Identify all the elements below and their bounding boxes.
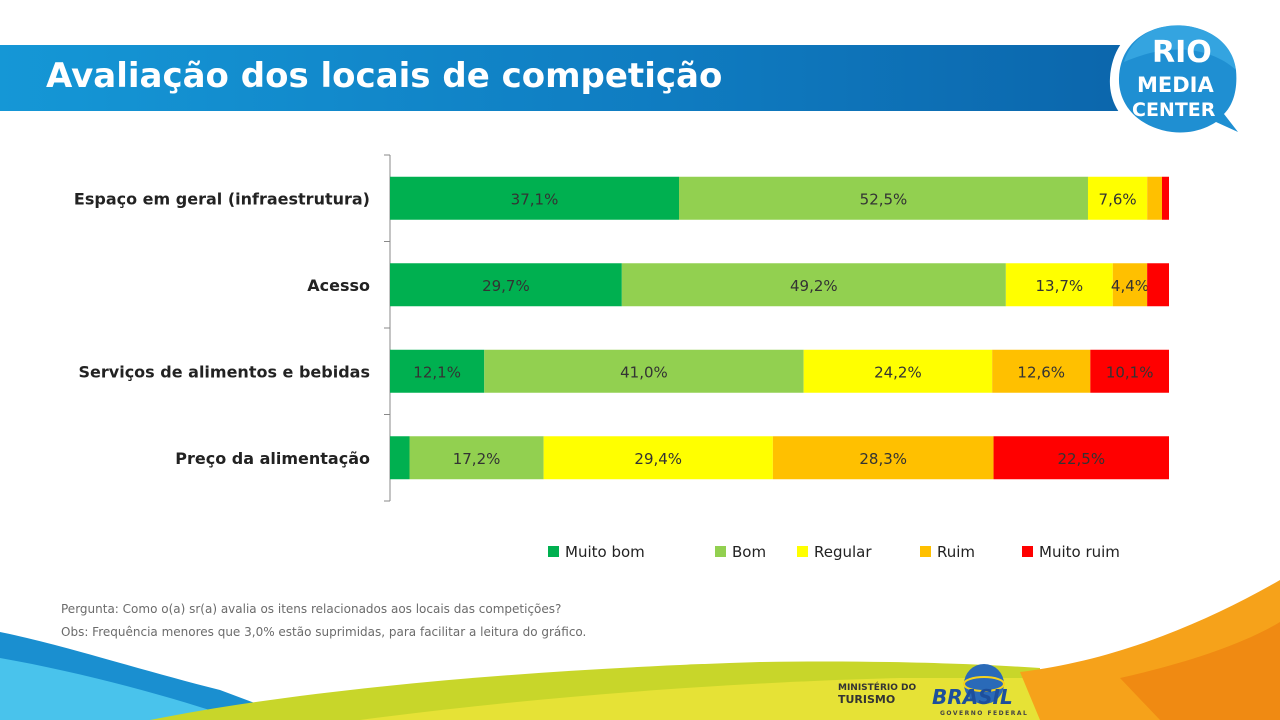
data-label: 10,1% — [1106, 363, 1154, 381]
bar-segment — [803, 349, 993, 393]
data-label: 13,7% — [1036, 277, 1084, 295]
chart-notes: Pergunta: Como o(a) sr(a) avalia os iten… — [61, 598, 586, 644]
data-label: 7,6% — [1099, 190, 1137, 208]
slide-title: Avaliação dos locais de competição — [46, 56, 723, 96]
brasil-wordmark: BRASIL — [932, 685, 1013, 709]
question-note: Pergunta: Como o(a) sr(a) avalia os iten… — [61, 602, 562, 616]
data-label: 49,2% — [790, 277, 838, 295]
ministry-line1: MINISTÉRIO DO — [838, 683, 917, 693]
logo-line3: CENTER — [1132, 99, 1216, 121]
data-label: 41,0% — [620, 363, 668, 381]
legend-label: Muito bom — [565, 543, 645, 561]
ministry-line2: TURISMO — [838, 693, 896, 706]
legend-swatch — [715, 546, 726, 557]
category-label: Espaço em geral (infraestrutura) — [74, 189, 370, 208]
ministry-label: MINISTÉRIO DO TURISMO — [838, 683, 916, 705]
category-label: Acesso — [307, 276, 370, 295]
data-label: 4,4% — [1111, 277, 1149, 295]
bar-segment — [772, 436, 994, 480]
bar-segment — [1147, 263, 1169, 307]
data-label: 24,2% — [874, 363, 922, 381]
bar-segment — [993, 436, 1169, 480]
legend-swatch — [548, 546, 559, 557]
legend-label: Ruim — [937, 543, 975, 561]
category-label: Serviços de alimentos e bebidas — [79, 362, 370, 381]
legend-swatch — [797, 546, 808, 557]
bar-segment — [484, 349, 804, 393]
bar-segment — [1090, 349, 1169, 393]
logo-line2: MEDIA — [1137, 73, 1214, 97]
legend-label: Bom — [732, 543, 766, 561]
footer-waves — [0, 580, 1280, 720]
legend-swatch — [1022, 546, 1033, 557]
legend-label: Muito ruim — [1039, 543, 1120, 561]
bar-segment — [1087, 176, 1148, 220]
obs-note: Obs: Frequência menores que 3,0% estão s… — [61, 625, 587, 639]
legend-label: Regular — [814, 543, 872, 561]
bar-segment — [1005, 263, 1113, 307]
title-bar — [0, 45, 1210, 111]
data-label: 37,1% — [511, 190, 559, 208]
data-label: 28,3% — [859, 450, 907, 468]
data-label: 29,4% — [634, 450, 682, 468]
logo-line1: RIO — [1152, 35, 1212, 70]
data-label: 12,1% — [413, 363, 461, 381]
bar-segment — [1112, 263, 1148, 307]
legend-swatch — [920, 546, 931, 557]
rio-media-center-logo: RIO MEDIA CENTER — [1109, 16, 1252, 142]
brasil-government-logo: BRASIL GOVERNO FEDERAL — [932, 664, 1028, 717]
bar-segment — [543, 436, 773, 480]
bar-segment — [992, 349, 1091, 393]
data-label: 12,6% — [1017, 363, 1065, 381]
bar-segment — [390, 176, 680, 220]
bar-segment — [390, 436, 410, 480]
brasil-subtitle: GOVERNO FEDERAL — [940, 710, 1028, 717]
data-label: 52,5% — [860, 190, 908, 208]
data-label: 22,5% — [1057, 450, 1105, 468]
bar-segment — [621, 263, 1006, 307]
bar-segment — [390, 349, 485, 393]
bar-segment — [1161, 176, 1169, 220]
category-label: Preço da alimentação — [175, 449, 370, 468]
data-label: 29,7% — [482, 277, 530, 295]
bar-segment — [679, 176, 1088, 220]
bar-segment — [409, 436, 544, 480]
bar-segment — [390, 263, 622, 307]
bar-segment — [1147, 176, 1162, 220]
data-label: 17,2% — [453, 450, 501, 468]
